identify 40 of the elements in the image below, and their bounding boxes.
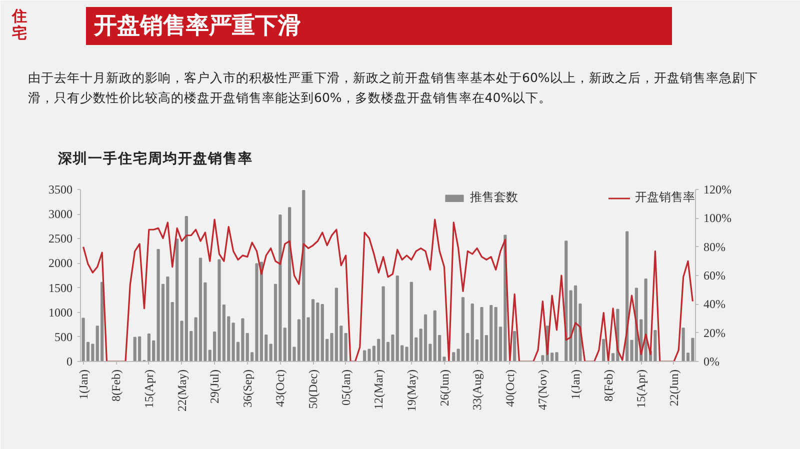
x-tick-label: 36(Sep) — [240, 369, 254, 408]
y2-tick-label: 40% — [704, 297, 726, 312]
y2-tick-label: 60% — [704, 268, 726, 282]
y-tick-label: 2000 — [48, 256, 72, 270]
x-tick-label: 26(Jun) — [437, 369, 452, 406]
chart-title: 深圳一手住宅周均开盘销售率 — [58, 150, 253, 168]
y2-tick-label: 80% — [704, 240, 726, 254]
y-tick-label: 1000 — [48, 305, 72, 320]
x-tick-label: 43(Oct) — [273, 369, 288, 407]
x-tick-label: 29(Jul) — [208, 369, 222, 404]
y2-tick-label: 100% — [704, 211, 732, 226]
x-tick-label: 50(Dec) — [306, 369, 320, 409]
x-tick-label: 1(Jan) — [568, 369, 582, 400]
x-tick-label: 40(Oct) — [502, 369, 517, 407]
x-tick-label: 22(Jun) — [666, 369, 681, 406]
y2-tick-label: 120% — [704, 182, 732, 196]
x-tick-label: 12(Mar) — [372, 369, 386, 410]
text: 开盘销售率严重下滑 — [86, 7, 672, 45]
x-tick-label: 8(Feb) — [109, 369, 124, 402]
legend-label: 开盘销售率 — [635, 189, 695, 206]
x-tick-label: 1(Jan) — [76, 369, 90, 400]
y-tick-label: 3000 — [48, 207, 72, 222]
x-tick-label: 19(May) — [404, 369, 418, 412]
x-tick-label: 33(Aug) — [470, 369, 484, 410]
y2-tick-label: 0% — [704, 354, 720, 368]
legend-label: 推售套数 — [470, 189, 518, 206]
y-tick-label: 1500 — [48, 280, 72, 295]
x-tick-label: 05(Jan) — [338, 369, 353, 406]
x-tick-label: 22(May) — [174, 369, 189, 412]
chart-subtitle: 由于去年十月新政的影响，客户入市的积极性严重下滑，新政之前开盘销售率基本处于60%以上，新政之后，开盘销售率急剧下滑，只有少数性价比较高的楼盘开盘销售率能达到60%，多数楼盘开盘销售率在40%以下。 — [28, 69, 759, 107]
y-tick-label: 3500 — [48, 182, 72, 196]
y-tick-label: 2500 — [48, 232, 72, 246]
y-tick-label: 0 — [66, 354, 72, 368]
y2-tick-label: 20% — [704, 326, 726, 340]
x-tick-label: 15(Apr) — [634, 369, 648, 408]
x-tick-label: 8(Feb) — [601, 369, 616, 402]
x-tick-label: 15(Apr) — [142, 369, 156, 408]
text: 住宅 — [12, 7, 27, 42]
x-tick-label: 47(Nov) — [536, 369, 550, 410]
y-tick-label: 500 — [54, 330, 72, 344]
